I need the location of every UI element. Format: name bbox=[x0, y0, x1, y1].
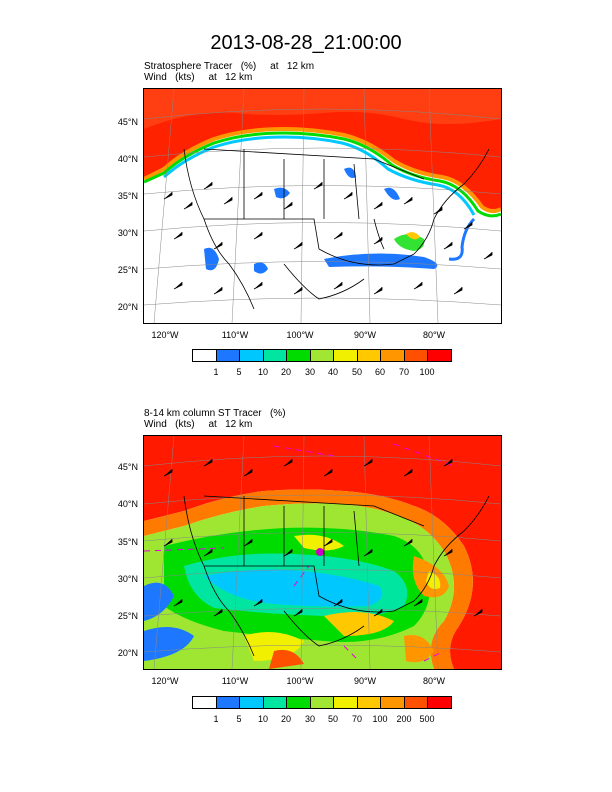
colorbar-swatch bbox=[193, 697, 217, 708]
colorbar-swatch bbox=[334, 697, 358, 708]
colorbar-label: 500 bbox=[419, 714, 435, 724]
colorbar-label: 30 bbox=[304, 714, 315, 724]
colorbar-bottom bbox=[192, 696, 452, 709]
colorbar-label: 50 bbox=[327, 714, 338, 724]
colorbar-swatch bbox=[193, 350, 217, 361]
colorbar-swatch bbox=[357, 697, 382, 708]
lon-label: 90°W bbox=[353, 330, 377, 340]
colorbar-label: 70 bbox=[398, 367, 409, 377]
lon-label: 80°W bbox=[422, 676, 446, 686]
panel-top-subtitle-1: Stratosphere Tracer (%) at 12 km bbox=[144, 61, 315, 72]
colorbar-label: 1 bbox=[213, 714, 219, 724]
colorbar-swatch bbox=[240, 697, 264, 708]
lat-label: 40°N bbox=[117, 154, 138, 164]
colorbar-label: 60 bbox=[374, 367, 385, 377]
map-bottom bbox=[143, 435, 502, 670]
colorbar-swatch bbox=[216, 350, 241, 361]
colorbar-label: 20 bbox=[280, 714, 291, 724]
lon-label: 110°W bbox=[221, 676, 249, 686]
colorbar-label: 5 bbox=[236, 367, 242, 377]
lat-label: 45°N bbox=[117, 462, 138, 472]
panel-bottom-subtitle-2: Wind (kts) at 12 km bbox=[144, 419, 253, 430]
colorbar-label: 1 bbox=[213, 367, 219, 377]
colorbar-swatch bbox=[428, 350, 452, 361]
lon-label: 110°W bbox=[221, 330, 249, 340]
colorbar-swatch bbox=[263, 350, 288, 361]
colorbar-label: 40 bbox=[327, 367, 338, 377]
lon-label: 100°W bbox=[286, 330, 314, 340]
lat-label: 45°N bbox=[117, 117, 138, 127]
colorbar-label: 5 bbox=[236, 714, 242, 724]
lon-label: 90°W bbox=[353, 676, 377, 686]
colorbar-label: 10 bbox=[257, 714, 268, 724]
colorbar-swatch bbox=[310, 350, 335, 361]
colorbar-label: 100 bbox=[372, 714, 388, 724]
colorbar-swatch bbox=[240, 350, 264, 361]
colorbar-label: 20 bbox=[280, 367, 291, 377]
lat-label: 25°N bbox=[117, 265, 138, 275]
panel-bottom-subtitle-1: 8-14 km column ST Tracer (%) bbox=[144, 408, 286, 419]
lat-label: 40°N bbox=[117, 499, 138, 509]
map-top bbox=[143, 88, 502, 324]
colorbar-swatch bbox=[357, 350, 382, 361]
colorbar-swatch bbox=[334, 350, 358, 361]
colorbar-label: 10 bbox=[257, 367, 268, 377]
plot-title: 2013-08-28_21:00:00 bbox=[210, 32, 402, 54]
colorbar-label: 200 bbox=[396, 714, 412, 724]
colorbar-swatch bbox=[404, 697, 429, 708]
colorbar-swatch bbox=[287, 350, 311, 361]
lat-label: 30°N bbox=[117, 228, 138, 238]
lat-label: 35°N bbox=[117, 537, 138, 547]
colorbar-label: 30 bbox=[304, 367, 315, 377]
lat-label: 30°N bbox=[117, 574, 138, 584]
colorbar-swatch bbox=[381, 350, 405, 361]
colorbar-label: 70 bbox=[351, 714, 362, 724]
lat-label: 20°N bbox=[117, 648, 138, 658]
map-top-canvas bbox=[144, 89, 501, 323]
map-bottom-canvas bbox=[144, 436, 501, 669]
colorbar-swatch bbox=[310, 697, 335, 708]
panel-top-subtitle-2: Wind (kts) at 12 km bbox=[144, 72, 253, 83]
colorbar-label: 50 bbox=[351, 367, 362, 377]
colorbar-swatch bbox=[216, 697, 241, 708]
colorbar-swatch bbox=[263, 697, 288, 708]
colorbar-swatch bbox=[404, 350, 429, 361]
lon-label: 120°W bbox=[151, 676, 179, 686]
lon-label: 100°W bbox=[286, 676, 314, 686]
lat-label: 25°N bbox=[117, 611, 138, 621]
lon-label: 80°W bbox=[422, 330, 446, 340]
colorbar-top bbox=[192, 349, 452, 362]
colorbar-label: 100 bbox=[419, 367, 435, 377]
lon-label: 120°W bbox=[151, 330, 179, 340]
colorbar-swatch bbox=[428, 697, 452, 708]
colorbar-swatch bbox=[381, 697, 405, 708]
colorbar-swatch bbox=[287, 697, 311, 708]
lat-label: 35°N bbox=[117, 191, 138, 201]
lat-label: 20°N bbox=[117, 302, 138, 312]
